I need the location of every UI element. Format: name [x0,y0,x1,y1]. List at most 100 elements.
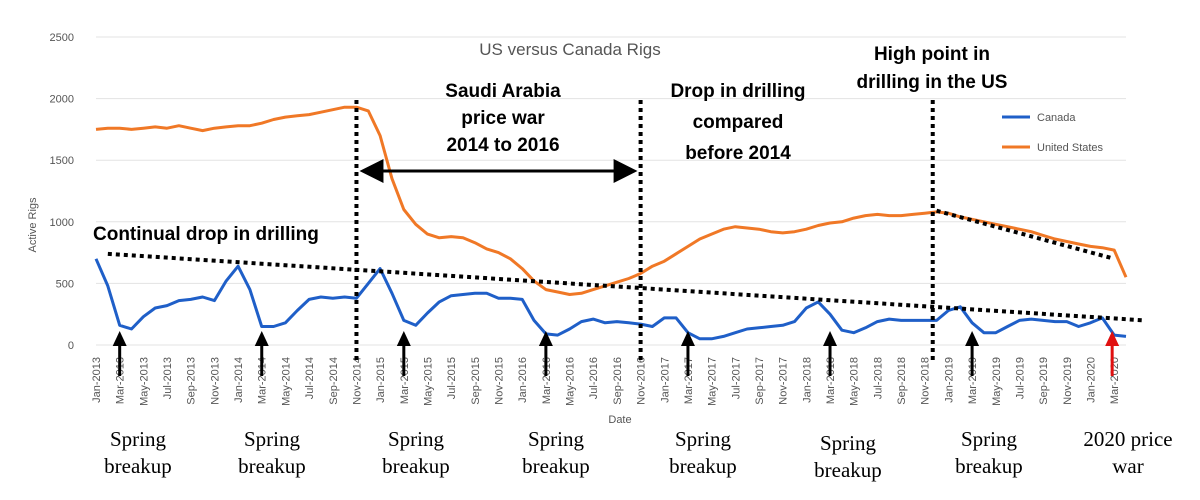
x-tick-Nov-2013: Nov-2013 [209,357,221,405]
y-tick-1500: 1500 [50,155,74,167]
y-tick-2500: 2500 [50,32,74,44]
spring-arrow-Mar-2016-head [538,331,553,346]
spring-arrow-Mar-2018-head [823,331,838,346]
bottom-label-3-line1: Spring [528,427,585,451]
bottom-label-2-line1: Spring [388,427,445,451]
x-tick-Jan-2019: Jan-2019 [943,357,955,403]
annotation-high-point: High point in drilling in the US [857,44,1008,93]
x-tick-Jul-2017: Jul-2017 [730,357,742,399]
x-tick-Sep-2015: Sep-2015 [470,357,482,405]
bottom-label-7-line1: 2020 price [1083,427,1172,451]
x-tick-Jan-2018: Jan-2018 [801,357,813,403]
gridlines [96,36,1126,346]
bottom-label-5-line1: Spring [820,431,877,455]
spring-arrow-Mar-2014-head [254,331,269,346]
bottom-label-4-line1: Spring [675,427,732,451]
x-tick-Jan-2016: Jan-2016 [517,357,529,403]
bottom-label-0-line2: breakup [104,454,172,478]
legend-canada-label: Canada [1037,112,1076,124]
annotation-high-line1: High point in [874,44,990,65]
x-tick-Jan-2015: Jan-2015 [375,357,387,403]
x-tick-Jan-2020: Jan-2020 [1085,357,1097,403]
x-tick-Jan-2017: Jan-2017 [659,357,671,403]
x-tick-Nov-2014: Nov-2014 [351,357,363,405]
annotation-saudi-line3: 2014 to 2016 [446,135,559,156]
y-tick-500: 500 [56,278,74,290]
x-tick-Nov-2016: Nov-2016 [636,357,648,405]
annotation-drop-line3: before 2014 [685,143,791,164]
x-tick-Mar-2017: Mar-2017 [683,357,695,404]
x-tick-Jul-2019: Jul-2019 [1014,357,1026,399]
spring-arrow-Mar-2017-head [680,331,695,346]
chart-title: US versus Canada Rigs [479,40,660,59]
series-lines [94,105,1128,341]
x-tick-May-2017: May-2017 [707,357,719,406]
x-tick-Jan-2014: Jan-2014 [233,357,245,403]
x-tick-Nov-2018: Nov-2018 [920,357,932,405]
x-tick-Mar-2016: Mar-2016 [541,357,553,404]
bottom-label-1-line2: breakup [238,454,306,478]
vertical-markers [354,100,935,360]
bottom-label-7-line2: war [1112,454,1143,478]
x-tick-Nov-2015: Nov-2015 [494,357,506,405]
bottom-labels: Spring breakup Spring breakup Spring breakup S… [104,427,1172,482]
spring-arrow-Mar-2015-head [396,331,411,346]
annotation-drop-line1: Drop in drilling [670,81,805,102]
legend: Canada United States [1002,112,1104,154]
y-axis-ticks: 0 500 1000 1500 2000 2500 [50,32,74,352]
spring-arrows [112,331,1120,376]
y-tick-2000: 2000 [50,94,74,106]
series-line-canada [94,258,1127,341]
x-tick-Jul-2014: Jul-2014 [304,357,316,399]
x-tick-May-2019: May-2019 [991,357,1003,406]
x-tick-Jul-2013: Jul-2013 [162,357,174,399]
annotation-high-line2: drilling in the US [857,72,1008,93]
x-axis-ticks: Jan-2013 Mar-2013 May-2013 Jul-2013 Sep-2013… [91,357,1121,406]
series-line-united-states [95,105,1128,296]
y-tick-1000: 1000 [50,217,74,229]
x-tick-Sep-2017: Sep-2017 [754,357,766,405]
bottom-label-4-line2: breakup [669,454,737,478]
annotation-drop-line2: compared [693,112,784,133]
x-tick-Mar-2018: Mar-2018 [825,357,837,404]
bottom-label-6-line2: breakup [955,454,1023,478]
bottom-label-5-line2: breakup [814,458,882,482]
annotation-saudi-line2: price war [461,108,545,129]
spring-arrow-Mar-2013-head [112,331,127,346]
x-tick-Sep-2018: Sep-2018 [896,357,908,405]
spring-arrow-Mar-2019-head [965,331,980,346]
y-axis-label: Active Rigs [27,197,39,253]
bottom-label-1-line1: Spring [244,427,301,451]
annotation-saudi: Saudi Arabia price war 2014 to 2016 [445,81,561,156]
x-tick-Jul-2015: Jul-2015 [446,357,458,399]
x-tick-Jul-2016: Jul-2016 [588,357,600,399]
x-tick-Jan-2013: Jan-2013 [91,357,103,403]
bottom-label-0-line1: Spring [110,427,167,451]
trend-canada-decline [107,251,1145,323]
trend-lines [107,208,1145,323]
x-tick-May-2014: May-2014 [280,357,292,406]
x-tick-Sep-2019: Sep-2019 [1038,357,1050,405]
x-tick-May-2013: May-2013 [138,357,150,406]
trend-us-decline [936,208,1115,261]
annotation-drop: Drop in drilling compared before 2014 [670,81,805,164]
x-axis-label: Date [608,414,631,426]
x-tick-Sep-2013: Sep-2013 [186,357,198,405]
x-tick-Nov-2019: Nov-2019 [1062,357,1074,405]
x-tick-May-2018: May-2018 [849,357,861,406]
x-tick-Jul-2018: Jul-2018 [872,357,884,399]
price-war-arrow-head [1105,331,1120,346]
y-tick-0: 0 [68,340,74,352]
legend-us-label: United States [1037,142,1104,154]
x-tick-Mar-2015: Mar-2015 [399,357,411,404]
x-tick-Sep-2016: Sep-2016 [612,357,624,405]
annotation-saudi-line1: Saudi Arabia [445,81,561,102]
x-tick-Sep-2014: Sep-2014 [328,357,340,405]
x-tick-May-2015: May-2015 [422,357,434,406]
x-tick-Mar-2019: Mar-2019 [967,357,979,404]
bottom-label-2-line2: breakup [382,454,450,478]
bottom-label-6-line1: Spring [961,427,1018,451]
x-tick-Mar-2013: Mar-2013 [115,357,127,404]
bottom-label-3-line2: breakup [522,454,590,478]
